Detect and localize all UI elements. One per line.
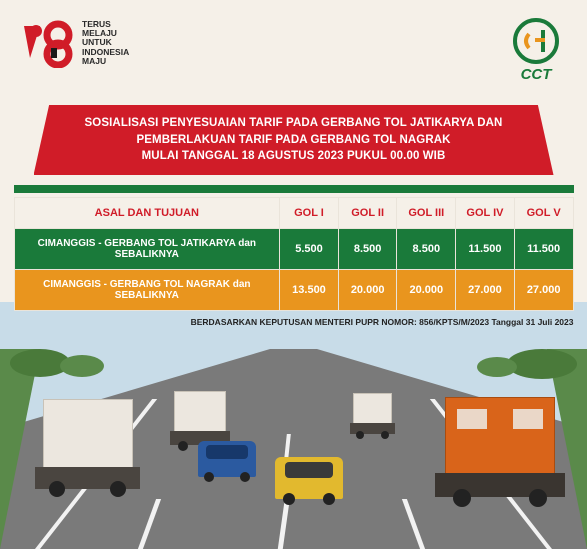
header-route: ASAL DAN TUJUAN — [14, 198, 280, 229]
row1-gol4: 27.000 — [456, 270, 515, 311]
table-row: CIMANGGIS - GERBANG TOL NAGRAK dan SEBAL… — [14, 270, 573, 311]
row1-gol3: 20.000 — [397, 270, 456, 311]
header-gol-1: GOL I — [280, 198, 339, 229]
header-gol-5: GOL V — [514, 198, 573, 229]
banner-line2: PEMBERLAKUAN TARIF PADA GERBANG TOL NAGR… — [52, 132, 536, 149]
logo-78-text: TERUS MELAJU UNTUK INDONESIA MAJU — [82, 20, 129, 67]
row1-gol5: 27.000 — [514, 270, 573, 311]
bush-icon — [507, 349, 577, 379]
box-truck-small-icon — [350, 393, 395, 439]
logo-78-icon — [22, 18, 76, 68]
banner-line1: SOSIALISASI PENYESUAIAN TARIF PADA GERBA… — [52, 115, 536, 132]
orange-truck-icon — [435, 397, 565, 507]
box-truck-icon — [35, 399, 140, 497]
banner-line3: MULAI TANGGAL 18 AGUSTUS 2023 PUKUL 00.0… — [52, 148, 536, 165]
row1-gol1: 13.500 — [280, 270, 339, 311]
row0-gol5: 11.500 — [514, 229, 573, 270]
sedan-icon — [275, 457, 343, 499]
table-row: CIMANGGIS - GERBANG TOL JATIKARYA dan SE… — [14, 229, 573, 270]
row0-route: CIMANGGIS - GERBANG TOL JATIKARYA dan SE… — [14, 229, 280, 270]
logo78-line5: MAJU — [82, 57, 129, 66]
footnote: BERDASARKAN KEPUTUSAN MENTERI PUPR NOMOR… — [14, 317, 574, 327]
announcement-banner: SOSIALISASI PENYESUAIAN TARIF PADA GERBA… — [34, 105, 554, 175]
row0-gol1: 5.500 — [280, 229, 339, 270]
row1-route: CIMANGGIS - GERBANG TOL NAGRAK dan SEBAL… — [14, 270, 280, 311]
sedan-icon — [198, 441, 256, 477]
row0-gol4: 11.500 — [456, 229, 515, 270]
cct-label: CCT — [513, 66, 559, 83]
row1-gol2: 20.000 — [338, 270, 397, 311]
header-logos: TERUS MELAJU UNTUK INDONESIA MAJU CCT — [0, 0, 587, 83]
tariff-table: ASAL DAN TUJUAN GOL I GOL II GOL III GOL… — [14, 197, 574, 311]
header-gol-2: GOL II — [338, 198, 397, 229]
logo-78: TERUS MELAJU UNTUK INDONESIA MAJU — [22, 18, 129, 68]
logo-cct: CCT — [513, 18, 559, 83]
row0-gol3: 8.500 — [397, 229, 456, 270]
header-gol-3: GOL III — [397, 198, 456, 229]
cct-circle-icon — [513, 18, 559, 64]
header-gol-4: GOL IV — [456, 198, 515, 229]
table-header-row: ASAL DAN TUJUAN GOL I GOL II GOL III GOL… — [14, 198, 573, 229]
cct-inner-icon — [521, 26, 551, 56]
bush-icon — [60, 355, 104, 377]
green-divider — [14, 185, 574, 193]
bush-icon — [477, 357, 517, 377]
row0-gol2: 8.500 — [338, 229, 397, 270]
